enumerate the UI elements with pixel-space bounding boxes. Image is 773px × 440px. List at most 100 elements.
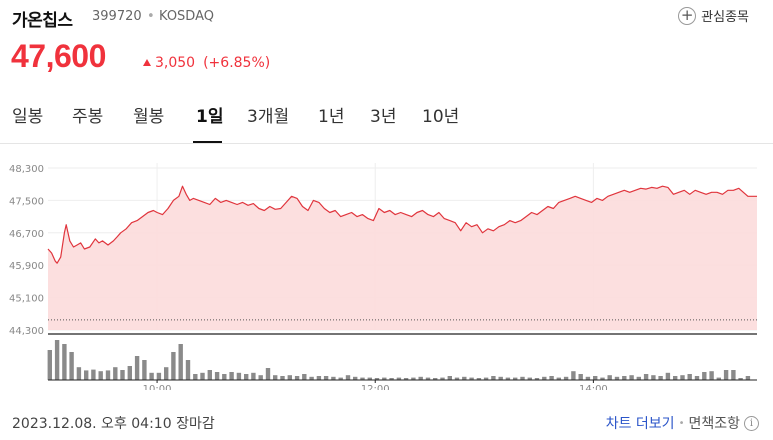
volume-bar [447,376,452,380]
volume-bar [440,377,445,380]
volume-bar [127,366,132,380]
volume-bar [236,372,242,380]
volume-bar [643,374,649,380]
volume-bar [571,371,576,380]
volume-bar [265,368,271,380]
volume-bar [84,370,89,380]
volume-bar [542,376,547,380]
add-favorite-button[interactable]: + 관심종목 [678,6,749,25]
volume-bar [207,370,212,380]
volume-bar [425,377,431,380]
volume-bar [258,375,263,380]
volume-bar [47,350,52,380]
price-change: 3,050 (+6.85%) [143,55,270,71]
volume-bar [244,374,249,380]
volume-bar [280,376,285,380]
y-tick-label: 48,300 [9,164,44,175]
tab-weekly[interactable]: 주봉 [72,107,104,127]
volume-bar [673,376,678,380]
volume-bar [738,378,743,380]
volume-bar [505,377,511,380]
tab-3month[interactable]: 3개월 [247,107,290,127]
volume-bar [396,377,402,380]
volume-bar [745,376,751,380]
volume-bar [665,372,671,380]
y-tick-label: 45,900 [9,261,44,272]
volume-bar [476,378,482,380]
volume-bar [273,375,278,380]
info-icon[interactable]: i [744,415,759,431]
volume-bar [345,375,351,380]
x-tick-label: 12:00 [361,384,390,390]
volume-bar [338,377,343,380]
volume-bar [687,374,692,380]
volume-bar [709,371,714,380]
volume-bar [593,376,598,380]
tab-monthly[interactable]: 월봉 [133,107,165,127]
volume-bar [251,372,256,380]
volume-bar [69,352,74,380]
volume-bar [193,374,198,380]
volume-bar [483,377,489,380]
volume-bar [302,374,307,380]
volume-bar [54,340,60,380]
volume-bar [134,356,140,380]
volume-bar [418,376,423,380]
volume-bar [563,376,569,380]
tab-10year[interactable]: 10년 [422,107,460,127]
footer-links: 차트 더보기 • 면책조항 i [606,413,759,433]
volume-bar [360,377,365,380]
stock-name[interactable]: 가온칩스 [12,11,73,31]
volume-bar [651,375,656,380]
volume-bar [164,367,169,380]
volume-bar [462,376,467,380]
y-tick-label: 46,700 [9,229,44,240]
timestamp: 2023.12.08. 오후 04:10 장마감 [12,416,215,432]
volume-bar [105,370,111,380]
volume-bar [389,378,394,380]
volume-bar [222,374,227,380]
volume-bar [185,360,191,380]
up-arrow-icon [143,59,151,66]
volume-bar [658,376,663,380]
chart-more-link[interactable]: 차트 더보기 [605,416,675,432]
volume-bar [491,376,496,380]
intraday-chart[interactable]: 48,300 47,500 46,700 45,900 45,100 44,300 10:0… [0,150,773,390]
volume-bar [403,378,409,380]
tab-1year[interactable]: 1년 [318,107,345,127]
volume-bar [156,372,162,380]
price-line [47,185,757,264]
volume-bar [353,376,358,380]
volume-bar [469,377,474,380]
volume-bar [229,372,234,380]
disclaimer-link[interactable]: 면책조항 [688,416,740,432]
x-tick-label: 14:00 [579,384,608,390]
volume-bar [694,376,700,380]
active-tab-indicator [193,141,222,143]
volume-bar [149,372,154,380]
volume-bar [723,370,729,380]
volume-bar [549,376,554,380]
stock-code: 399720 [92,9,142,24]
volume-bar [287,375,292,380]
volume-bar [316,376,322,380]
volume-bar [498,376,503,380]
volume-bar [527,377,532,380]
volume-bar [76,367,82,380]
volume-bar [411,377,416,380]
volume-bar [178,344,183,380]
tab-1day[interactable]: 1일 [196,107,224,127]
volume-bar [534,378,540,380]
volume-bar [62,344,67,380]
volume-bar [629,375,634,380]
volume-bar [556,377,561,380]
volume-bar [309,376,314,380]
volume-bar [214,372,220,380]
price-area [48,186,757,330]
tab-daily[interactable]: 일봉 [12,107,44,127]
period-tabs: 일봉 주봉 월봉 1일 3개월 1년 3년 10년 [0,100,773,144]
x-tick-label: 10:00 [143,384,172,390]
volume-bar [702,372,707,380]
volume-bar [433,378,438,380]
tab-3year[interactable]: 3년 [370,107,397,127]
